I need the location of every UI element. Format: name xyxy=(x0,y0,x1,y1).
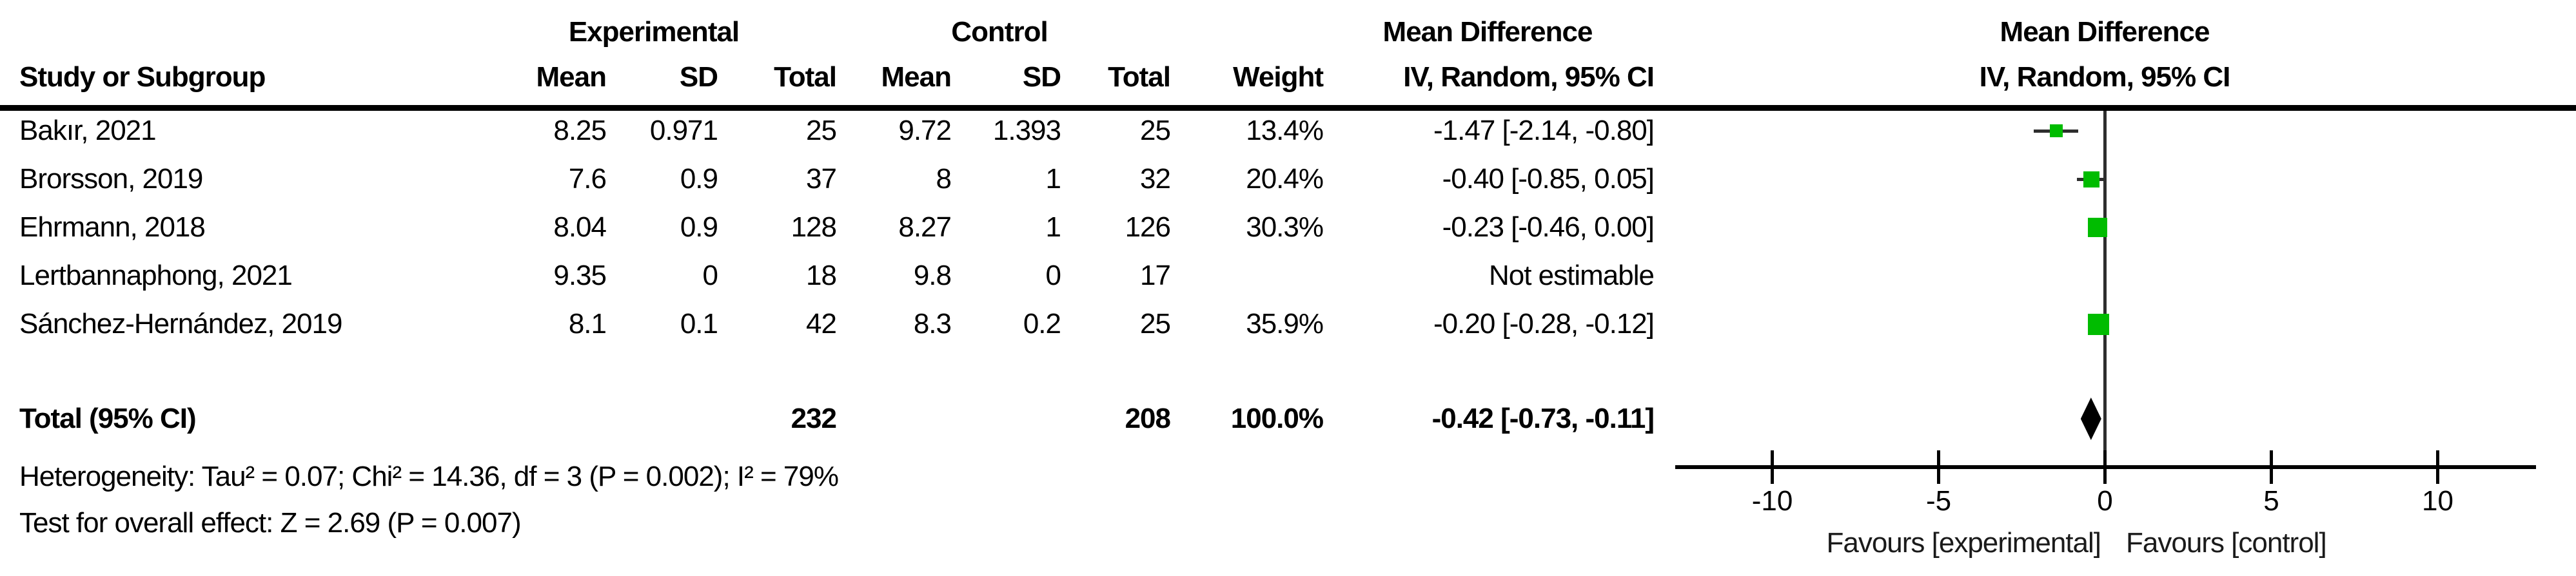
header-plot-subtitle: IV, Random, 95% CI xyxy=(1979,61,2231,93)
ctl-sd: 0 xyxy=(1045,260,1062,291)
header-exp-total: Total xyxy=(774,61,837,93)
study-weight-marker xyxy=(2087,313,2109,335)
total-ctl-total: 208 xyxy=(1125,403,1171,434)
header-exp-mean: Mean xyxy=(536,61,607,93)
ci-text: Not estimable xyxy=(1488,260,1655,291)
ctl-mean: 8.3 xyxy=(913,308,952,340)
exp-total: 42 xyxy=(806,308,837,340)
ctl-total: 25 xyxy=(1140,115,1171,146)
ci-text: -0.40 [-0.85, 0.05] xyxy=(1442,163,1655,195)
exp-mean: 8.04 xyxy=(553,211,607,243)
study-name: Ehrmann, 2018 xyxy=(19,211,206,243)
summary-diamond xyxy=(2080,398,2101,440)
overall-effect-text: Test for overall effect: Z = 2.69 (P = 0… xyxy=(19,507,522,539)
study-weight-marker xyxy=(2087,218,2107,237)
exp-sd: 0.1 xyxy=(680,308,718,340)
header-ctl-total: Total xyxy=(1108,61,1171,93)
weight: 13.4% xyxy=(1246,115,1324,146)
ctl-sd: 1.393 xyxy=(992,115,1061,146)
study-name: Bakır, 2021 xyxy=(19,115,157,146)
header-study-col: Study or Subgroup xyxy=(19,61,266,93)
study-weight-marker xyxy=(2083,171,2100,187)
header-group-experimental: Experimental xyxy=(568,16,740,48)
exp-total: 128 xyxy=(791,211,837,243)
ctl-total: 32 xyxy=(1140,163,1171,195)
exp-total: 18 xyxy=(806,260,837,291)
study-name: Brorsson, 2019 xyxy=(19,163,203,195)
exp-total: 25 xyxy=(806,115,837,146)
study-name: Lertbannaphong, 2021 xyxy=(19,260,293,291)
ci-text: -1.47 [-2.14, -0.80] xyxy=(1433,115,1655,146)
study-weight-marker xyxy=(2049,124,2063,137)
total-ci-text: -0.42 [-0.73, -0.11] xyxy=(1431,403,1655,434)
exp-sd: 0 xyxy=(702,260,719,291)
ctl-total: 126 xyxy=(1125,211,1171,243)
ci-text: -0.23 [-0.46, 0.00] xyxy=(1442,211,1655,243)
exp-total: 37 xyxy=(806,163,837,195)
ctl-mean: 8 xyxy=(936,163,952,195)
header-exp-sd: SD xyxy=(679,61,718,93)
axis-tick-label: 5 xyxy=(2263,485,2279,517)
ctl-mean: 9.72 xyxy=(898,115,952,146)
axis-tick-label: -10 xyxy=(1751,485,1793,517)
header-weight: Weight xyxy=(1233,61,1324,93)
axis-label-right: Favours [control] xyxy=(2126,527,2327,559)
exp-mean: 8.25 xyxy=(553,115,607,146)
header-plot-title: Mean Difference xyxy=(2000,16,2210,48)
axis-tick-label: 0 xyxy=(2097,485,2113,517)
header-ctl-mean: Mean xyxy=(881,61,952,93)
total-weight: 100.0% xyxy=(1230,403,1324,434)
ctl-sd: 1 xyxy=(1045,163,1062,195)
weight: 35.9% xyxy=(1246,308,1324,340)
ctl-sd: 1 xyxy=(1045,211,1062,243)
axis-tick xyxy=(1771,450,1774,484)
axis-tick xyxy=(2270,450,2273,484)
total-label: Total (95% CI) xyxy=(19,403,197,434)
axis-tick-label: 10 xyxy=(2422,485,2453,517)
ci-text: -0.20 [-0.28, -0.12] xyxy=(1433,308,1655,340)
header-group-control: Control xyxy=(951,16,1048,48)
axis-tick-label: -5 xyxy=(1925,485,1952,517)
exp-mean: 7.6 xyxy=(568,163,607,195)
axis-label-left: Favours [experimental] xyxy=(1826,527,2101,559)
total-exp-total: 232 xyxy=(791,403,837,434)
axis-tick xyxy=(2103,450,2107,484)
weight: 30.3% xyxy=(1246,211,1324,243)
ctl-mean: 8.27 xyxy=(898,211,952,243)
header-effect-title: Mean Difference xyxy=(1382,16,1593,48)
heterogeneity-text: Heterogeneity: Tau² = 0.07; Chi² = 14.36… xyxy=(19,461,839,492)
axis-tick xyxy=(2436,450,2439,484)
ctl-sd: 0.2 xyxy=(1023,308,1061,340)
header-rule xyxy=(0,105,2576,111)
zero-reference-line xyxy=(2103,111,2107,467)
ctl-total: 25 xyxy=(1140,308,1171,340)
header-effect-subtitle: IV, Random, 95% CI xyxy=(1403,61,1655,93)
weight: 20.4% xyxy=(1246,163,1324,195)
axis-tick xyxy=(1937,450,1940,484)
exp-mean: 9.35 xyxy=(553,260,607,291)
exp-sd: 0.9 xyxy=(680,163,718,195)
exp-sd: 0.9 xyxy=(680,211,718,243)
exp-sd: 0.971 xyxy=(649,115,718,146)
exp-mean: 8.1 xyxy=(568,308,607,340)
ctl-total: 17 xyxy=(1140,260,1171,291)
study-name: Sánchez-Hernández, 2019 xyxy=(19,308,342,340)
header-ctl-sd: SD xyxy=(1022,61,1061,93)
ctl-mean: 9.8 xyxy=(913,260,952,291)
